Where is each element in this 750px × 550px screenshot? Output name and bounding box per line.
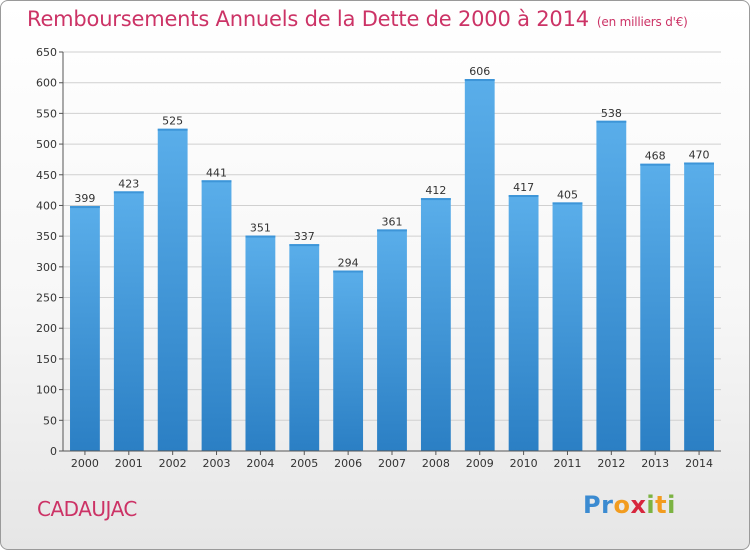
x-tick-label: 2011 <box>553 457 581 470</box>
bar-top-edge <box>157 128 188 131</box>
y-tick-label: 350 <box>36 230 57 243</box>
x-tick-label: 2009 <box>466 457 494 470</box>
data-label: 606 <box>469 65 490 78</box>
y-tick-label: 650 <box>36 46 57 59</box>
bar-2008 <box>420 198 451 451</box>
y-tick-label: 500 <box>36 138 57 151</box>
bar-top-edge <box>70 206 100 209</box>
bar-top-edge <box>201 180 232 183</box>
data-label: 538 <box>601 107 622 120</box>
chart-title-text: Remboursements Annuels de la Dette de 20… <box>27 7 589 31</box>
bar-2010 <box>508 195 539 451</box>
bar-top-edge <box>333 270 364 273</box>
y-tick-label: 550 <box>36 107 57 120</box>
bar-2007 <box>377 229 407 451</box>
bar-2003 <box>201 180 232 452</box>
bar-top-edge <box>289 244 320 247</box>
bar-2012 <box>596 120 627 452</box>
bar-2004 <box>245 235 276 451</box>
bar-2005 <box>289 244 320 451</box>
y-tick-label: 0 <box>50 445 57 458</box>
data-label: 361 <box>382 215 403 228</box>
bar-2014 <box>684 162 714 451</box>
x-tick-label: 2005 <box>290 457 318 470</box>
y-tick-label: 450 <box>36 169 57 182</box>
commune-name: CADAUJAC <box>37 497 137 521</box>
y-tick-label: 400 <box>36 199 57 212</box>
x-tick-label: 2006 <box>334 457 362 470</box>
y-tick-label: 100 <box>36 384 57 397</box>
data-label: 399 <box>74 192 95 205</box>
bar-top-edge <box>596 120 627 123</box>
y-tick-label: 200 <box>36 322 57 335</box>
y-tick-label: 300 <box>36 261 57 274</box>
x-tick-label: 2000 <box>71 457 99 470</box>
bar-top-edge <box>684 162 714 165</box>
chart-title: Remboursements Annuels de la Dette de 20… <box>27 7 688 31</box>
y-tick-label: 250 <box>36 292 57 305</box>
x-tick-label: 2003 <box>203 457 231 470</box>
x-tick-label: 2001 <box>115 457 143 470</box>
bar-2000 <box>70 206 100 451</box>
chart-unit-note: (en milliers d'€) <box>596 15 688 29</box>
x-tick-label: 2007 <box>378 457 406 470</box>
x-tick-label: 2010 <box>510 457 538 470</box>
data-label: 441 <box>206 166 227 179</box>
bar-top-edge <box>640 163 671 166</box>
bar-2013 <box>640 163 671 451</box>
x-tick-label: 2004 <box>246 457 274 470</box>
data-label: 337 <box>294 230 315 243</box>
x-tick-label: 2008 <box>422 457 450 470</box>
data-label: 294 <box>338 257 359 270</box>
bar-2009 <box>464 79 495 452</box>
x-tick-label: 2002 <box>159 457 187 470</box>
data-label: 423 <box>118 177 139 190</box>
y-tick-label: 150 <box>36 353 57 366</box>
bar-top-edge <box>464 79 495 82</box>
data-label: 468 <box>645 150 666 163</box>
bar-2001 <box>113 191 144 451</box>
bar-top-edge <box>113 191 144 194</box>
bar-2002 <box>157 128 188 451</box>
axes: 0 50 100 150 200 250 300 350 400 450 500 550 600 650 2… <box>36 46 721 470</box>
data-label: 470 <box>689 148 710 161</box>
bar-top-edge <box>377 229 407 232</box>
bar-top-edge <box>245 235 276 238</box>
bar-top-edge <box>508 195 539 198</box>
x-tick-label: 2013 <box>641 457 669 470</box>
x-tick-label: 2014 <box>685 457 713 470</box>
bar-2006 <box>333 270 364 451</box>
y-tick-label: 600 <box>36 77 57 90</box>
bar-2011 <box>552 202 583 451</box>
data-label: 405 <box>557 188 578 201</box>
x-tick-label: 2012 <box>597 457 625 470</box>
y-tick-label: 50 <box>43 414 57 427</box>
data-label: 525 <box>162 115 183 128</box>
data-label: 351 <box>250 222 271 235</box>
bars: 399 423 525 441 351 337 294 361 412 606 417 405 538 4… <box>70 65 714 452</box>
data-label: 417 <box>513 181 534 194</box>
proxiti-logo: Proxiti <box>583 491 676 519</box>
bar-top-edge <box>420 198 451 201</box>
bar-top-edge <box>552 202 583 205</box>
data-label: 412 <box>425 184 446 197</box>
